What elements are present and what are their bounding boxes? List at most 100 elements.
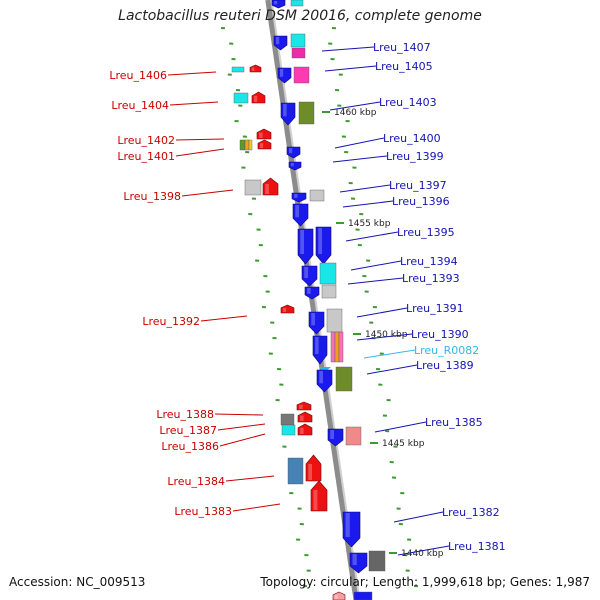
forward-gene-arrow xyxy=(301,265,318,287)
reverse-gene-arrow xyxy=(297,423,313,436)
reverse-gene-arrow xyxy=(257,139,272,150)
genome-title: Lactobacillus reuteri DSM 20016, complet… xyxy=(118,8,482,24)
forward-gene-arrow-shine xyxy=(290,163,294,167)
forward-gene-arrow-body xyxy=(277,67,292,84)
gene-label: Lreu_1385 xyxy=(425,416,483,429)
cog-box xyxy=(353,591,373,600)
gene-label: Lreu_1381 xyxy=(448,540,506,553)
forward-gene-arrow-shine xyxy=(275,37,280,45)
reverse-gene-arrow xyxy=(249,64,262,73)
gene-leader-line xyxy=(217,423,266,431)
cog-box xyxy=(291,47,306,59)
forward-gene-arrow-shine xyxy=(311,313,315,326)
gene-label: Lreu_1395 xyxy=(397,226,455,239)
reverse-gene-arrow xyxy=(297,411,313,423)
forward-gene-arrow xyxy=(277,67,292,84)
forward-gene-arrow xyxy=(315,226,332,265)
backbone-line xyxy=(265,0,359,600)
reverse-gene-arrow-body xyxy=(296,401,312,411)
gene-leader-line xyxy=(397,545,450,556)
gene-leader-line xyxy=(321,46,375,52)
gene-label: Lreu_1391 xyxy=(406,302,464,315)
gene-leader-line xyxy=(356,333,413,341)
forward-gene-arrow-shine xyxy=(300,230,304,254)
cog-box xyxy=(280,413,295,426)
forward-gene-arrow-shine xyxy=(279,69,284,77)
forward-gene-arrow xyxy=(349,552,368,574)
gene-label: Lreu_1401 xyxy=(117,150,175,163)
forward-gene-arrow-body xyxy=(292,203,309,227)
gene-label: Lreu_1383 xyxy=(174,505,232,518)
topology-label: Topology: circular; Length: 1,999,618 bp… xyxy=(260,575,590,589)
forward-gene-arrow-body xyxy=(304,286,320,300)
gene-leader-line xyxy=(345,231,399,242)
reverse-gene-arrow-body xyxy=(297,423,313,436)
cog-box xyxy=(231,66,245,73)
gene-leader-line xyxy=(175,148,225,157)
forward-gene-arrow xyxy=(273,35,288,51)
cog-box xyxy=(290,33,306,48)
reverse-gene-arrow xyxy=(296,401,312,411)
gene-leader-line xyxy=(181,189,234,197)
gene-label: Lreu_1400 xyxy=(383,132,441,145)
gene-label: Lreu_1397 xyxy=(389,179,447,192)
gene-label: Lreu_1404 xyxy=(111,99,169,112)
gene-label: Lreu_1387 xyxy=(159,424,217,437)
bp-marker-label: 1440 kbp xyxy=(401,549,444,559)
cog-box xyxy=(326,308,343,333)
reverse-gene-arrow-body xyxy=(251,91,266,104)
forward-gene-arrow-shine xyxy=(307,288,311,294)
bp-marker-label: 1460 kbp xyxy=(334,108,377,118)
forward-gene-arrow-body xyxy=(273,35,288,51)
gene-label: Lreu_1388 xyxy=(156,408,214,421)
reverse-gene-arrow-shine xyxy=(313,490,318,510)
gene-leader-line xyxy=(324,65,377,72)
cog-box xyxy=(248,139,253,151)
reverse-gene-arrow-body xyxy=(262,177,279,196)
reverse-gene-arrow-shine xyxy=(259,143,264,148)
gene-leader-line xyxy=(366,364,418,375)
reverse-gene-arrow-shine xyxy=(265,183,269,194)
cog-box xyxy=(287,457,304,485)
accession-label: Accession: NC_009513 xyxy=(9,575,146,589)
cog-box xyxy=(319,262,337,285)
reverse-gene-arrow xyxy=(310,480,328,512)
reverse-gene-arrow xyxy=(256,128,272,140)
forward-gene-arrow xyxy=(280,102,296,126)
gene-label: Lreu_1402 xyxy=(117,134,175,147)
forward-gene-arrow-shine xyxy=(283,104,287,117)
reverse-gene-arrow-body xyxy=(297,411,313,423)
reverse-gene-arrow-body xyxy=(305,454,322,482)
cog-box xyxy=(334,331,340,363)
forward-gene-arrow-body xyxy=(312,335,328,365)
gene-label: Lreu_1398 xyxy=(123,190,181,203)
cog-box xyxy=(338,331,344,363)
cog-box xyxy=(233,92,249,104)
forward-gene-arrow-body xyxy=(308,311,325,335)
forward-gene-arrow-shine xyxy=(288,148,293,154)
forward-gene-arrow xyxy=(308,311,325,335)
forward-gene-arrow-shine xyxy=(318,228,322,254)
bp-marker-label: 1450 kbp xyxy=(365,330,408,340)
forward-gene-arrow-body xyxy=(297,228,314,265)
cog-box xyxy=(330,331,336,363)
gene-leader-line xyxy=(339,184,391,193)
forward-gene-arrow-shine xyxy=(295,205,299,218)
forward-gene-arrow-body xyxy=(342,511,361,548)
reverse-gene-arrow xyxy=(305,454,322,482)
reverse-gene-arrow-shine xyxy=(259,132,263,138)
gene-label: Lreu_1386 xyxy=(161,440,219,453)
gene-label: Lreu_R0082 xyxy=(414,344,479,357)
forward-gene-arrow xyxy=(271,0,286,9)
cog-box xyxy=(293,66,310,84)
gene-leader-line xyxy=(374,421,427,433)
cog-box xyxy=(298,101,315,125)
forward-gene-arrow xyxy=(291,192,307,203)
forward-gene-arrow-shine xyxy=(319,371,323,384)
gene-leader-line xyxy=(342,200,394,208)
gene-leader-line xyxy=(232,503,281,512)
forward-gene-arrow xyxy=(312,335,328,365)
forward-gene-arrow-body xyxy=(327,428,344,447)
